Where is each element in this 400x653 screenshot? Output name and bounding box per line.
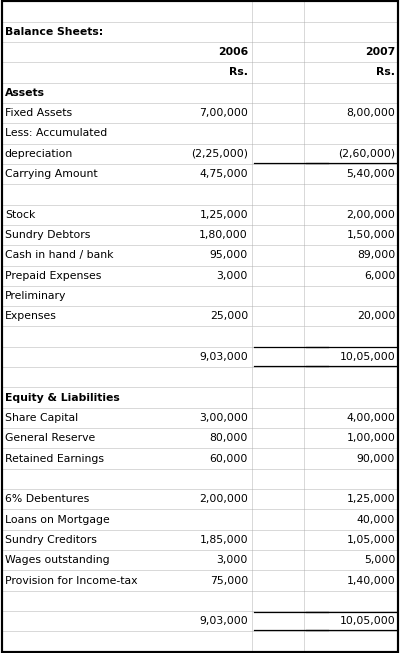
Text: General Reserve: General Reserve xyxy=(5,434,95,443)
Text: Share Capital: Share Capital xyxy=(5,413,78,423)
Text: 5,000: 5,000 xyxy=(364,555,395,565)
Text: 4,00,000: 4,00,000 xyxy=(346,413,395,423)
Text: Rs.: Rs. xyxy=(376,67,395,78)
Text: 1,00,000: 1,00,000 xyxy=(346,434,395,443)
Text: Cash in hand / bank: Cash in hand / bank xyxy=(5,250,113,261)
Text: 75,000: 75,000 xyxy=(210,575,248,586)
Text: Preliminary: Preliminary xyxy=(5,291,66,301)
Text: 6,000: 6,000 xyxy=(364,271,395,281)
Text: depreciation: depreciation xyxy=(5,149,73,159)
Text: 3,000: 3,000 xyxy=(217,271,248,281)
Text: 1,40,000: 1,40,000 xyxy=(346,575,395,586)
Text: Prepaid Expenses: Prepaid Expenses xyxy=(5,271,101,281)
Text: 6% Debentures: 6% Debentures xyxy=(5,494,89,504)
Text: Expenses: Expenses xyxy=(5,311,57,321)
Text: 1,25,000: 1,25,000 xyxy=(199,210,248,219)
Text: Sundry Creditors: Sundry Creditors xyxy=(5,535,97,545)
Text: Loans on Mortgage: Loans on Mortgage xyxy=(5,515,110,524)
Text: 25,000: 25,000 xyxy=(210,311,248,321)
Text: 7,00,000: 7,00,000 xyxy=(199,108,248,118)
Text: Less: Accumulated: Less: Accumulated xyxy=(5,129,107,138)
Text: 1,80,000: 1,80,000 xyxy=(199,230,248,240)
Text: 20,000: 20,000 xyxy=(357,311,395,321)
Text: 9,03,000: 9,03,000 xyxy=(199,616,248,626)
Text: 2,00,000: 2,00,000 xyxy=(199,494,248,504)
Text: 2006: 2006 xyxy=(218,47,248,57)
Text: Provision for Income-tax: Provision for Income-tax xyxy=(5,575,137,586)
Text: 8,00,000: 8,00,000 xyxy=(346,108,395,118)
Text: 3,00,000: 3,00,000 xyxy=(199,413,248,423)
Text: Retained Earnings: Retained Earnings xyxy=(5,454,104,464)
Text: 60,000: 60,000 xyxy=(210,454,248,464)
Text: 5,40,000: 5,40,000 xyxy=(346,169,395,179)
Text: 9,03,000: 9,03,000 xyxy=(199,352,248,362)
Text: Stock: Stock xyxy=(5,210,35,219)
Text: 1,50,000: 1,50,000 xyxy=(346,230,395,240)
Text: (2,60,000): (2,60,000) xyxy=(338,149,395,159)
Text: Fixed Assets: Fixed Assets xyxy=(5,108,72,118)
Text: 3,000: 3,000 xyxy=(217,555,248,565)
Text: (2,25,000): (2,25,000) xyxy=(191,149,248,159)
Text: 1,85,000: 1,85,000 xyxy=(199,535,248,545)
Text: 2007: 2007 xyxy=(365,47,395,57)
Text: 10,05,000: 10,05,000 xyxy=(340,616,395,626)
Text: Assets: Assets xyxy=(5,88,45,98)
Text: 10,05,000: 10,05,000 xyxy=(340,352,395,362)
Text: 40,000: 40,000 xyxy=(357,515,395,524)
Text: 95,000: 95,000 xyxy=(210,250,248,261)
Text: 1,05,000: 1,05,000 xyxy=(346,535,395,545)
Text: Carrying Amount: Carrying Amount xyxy=(5,169,98,179)
Text: Balance Sheets:: Balance Sheets: xyxy=(5,27,103,37)
Text: 2,00,000: 2,00,000 xyxy=(346,210,395,219)
Text: 89,000: 89,000 xyxy=(357,250,395,261)
Text: Equity & Liabilities: Equity & Liabilities xyxy=(5,392,120,403)
Text: Sundry Debtors: Sundry Debtors xyxy=(5,230,90,240)
Text: 1,25,000: 1,25,000 xyxy=(346,494,395,504)
Text: 4,75,000: 4,75,000 xyxy=(199,169,248,179)
Text: Rs.: Rs. xyxy=(229,67,248,78)
Text: 80,000: 80,000 xyxy=(210,434,248,443)
Text: Wages outstanding: Wages outstanding xyxy=(5,555,110,565)
Text: 90,000: 90,000 xyxy=(357,454,395,464)
